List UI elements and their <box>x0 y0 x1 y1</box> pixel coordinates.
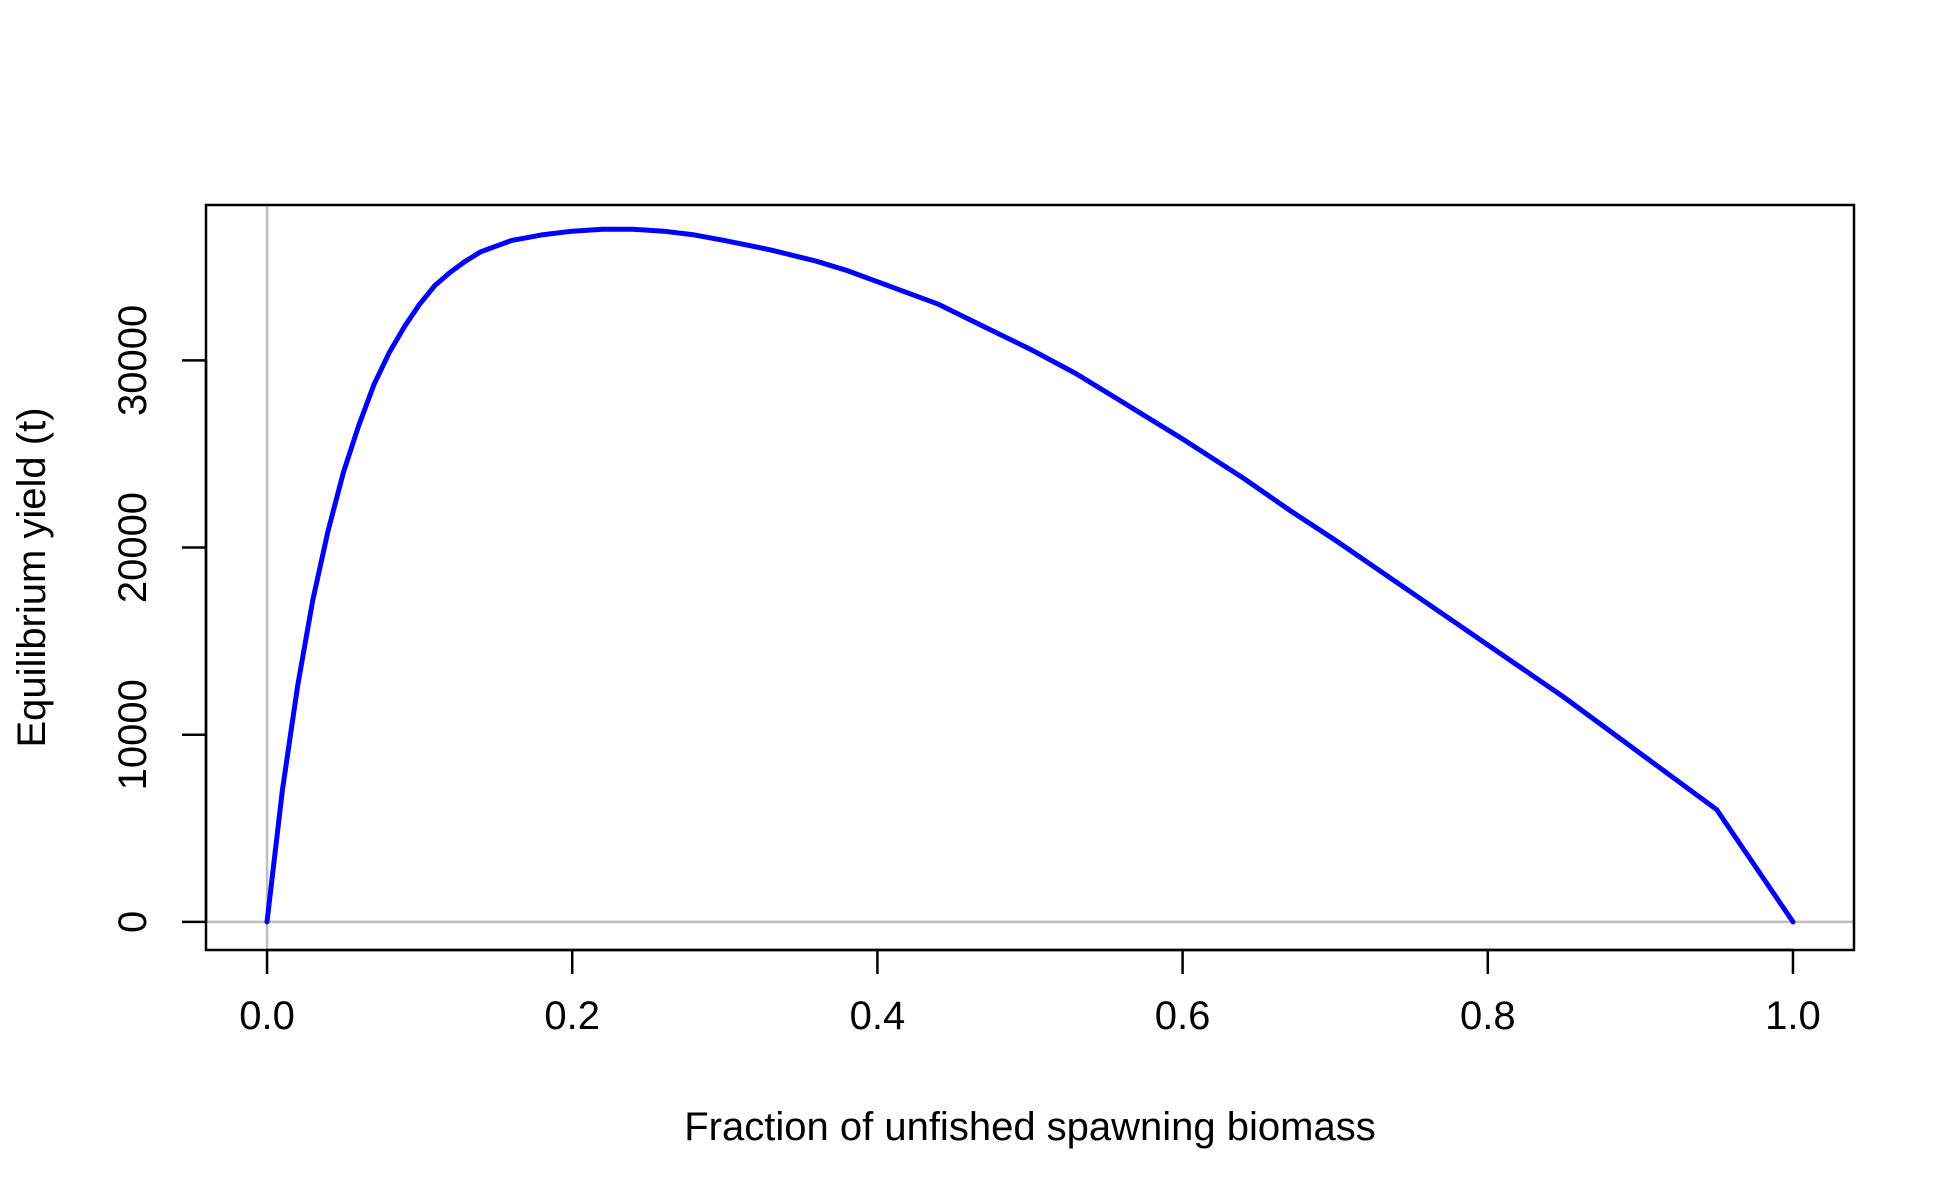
y-tick-label: 10000 <box>111 679 155 790</box>
x-tick-label: 0.6 <box>1155 994 1211 1038</box>
x-axis-title: Fraction of unfished spawning biomass <box>684 1105 1375 1149</box>
y-tick-label: 20000 <box>111 492 155 603</box>
series-layer <box>264 226 1796 925</box>
x-tick-label: 0.0 <box>239 994 295 1038</box>
reference-lines <box>206 205 1854 950</box>
x-tick-label: 0.2 <box>544 994 600 1038</box>
y-tick-label: 30000 <box>111 305 155 416</box>
yield-curve-line-0 <box>264 226 1796 925</box>
x-tick-label: 0.8 <box>1460 994 1516 1038</box>
y-tick-label: 0 <box>111 911 155 933</box>
plot-frame <box>204 203 1856 952</box>
y-axis-title: Equilibrium yield (t) <box>10 407 54 747</box>
x-tick-label: 1.0 <box>1765 994 1821 1038</box>
y-axis: 0 10000 20000 30000 <box>111 305 208 933</box>
x-tick-label: 0.4 <box>850 994 906 1038</box>
x-axis: 0.0 0.2 0.4 0.6 0.8 1.0 <box>239 948 1821 1038</box>
